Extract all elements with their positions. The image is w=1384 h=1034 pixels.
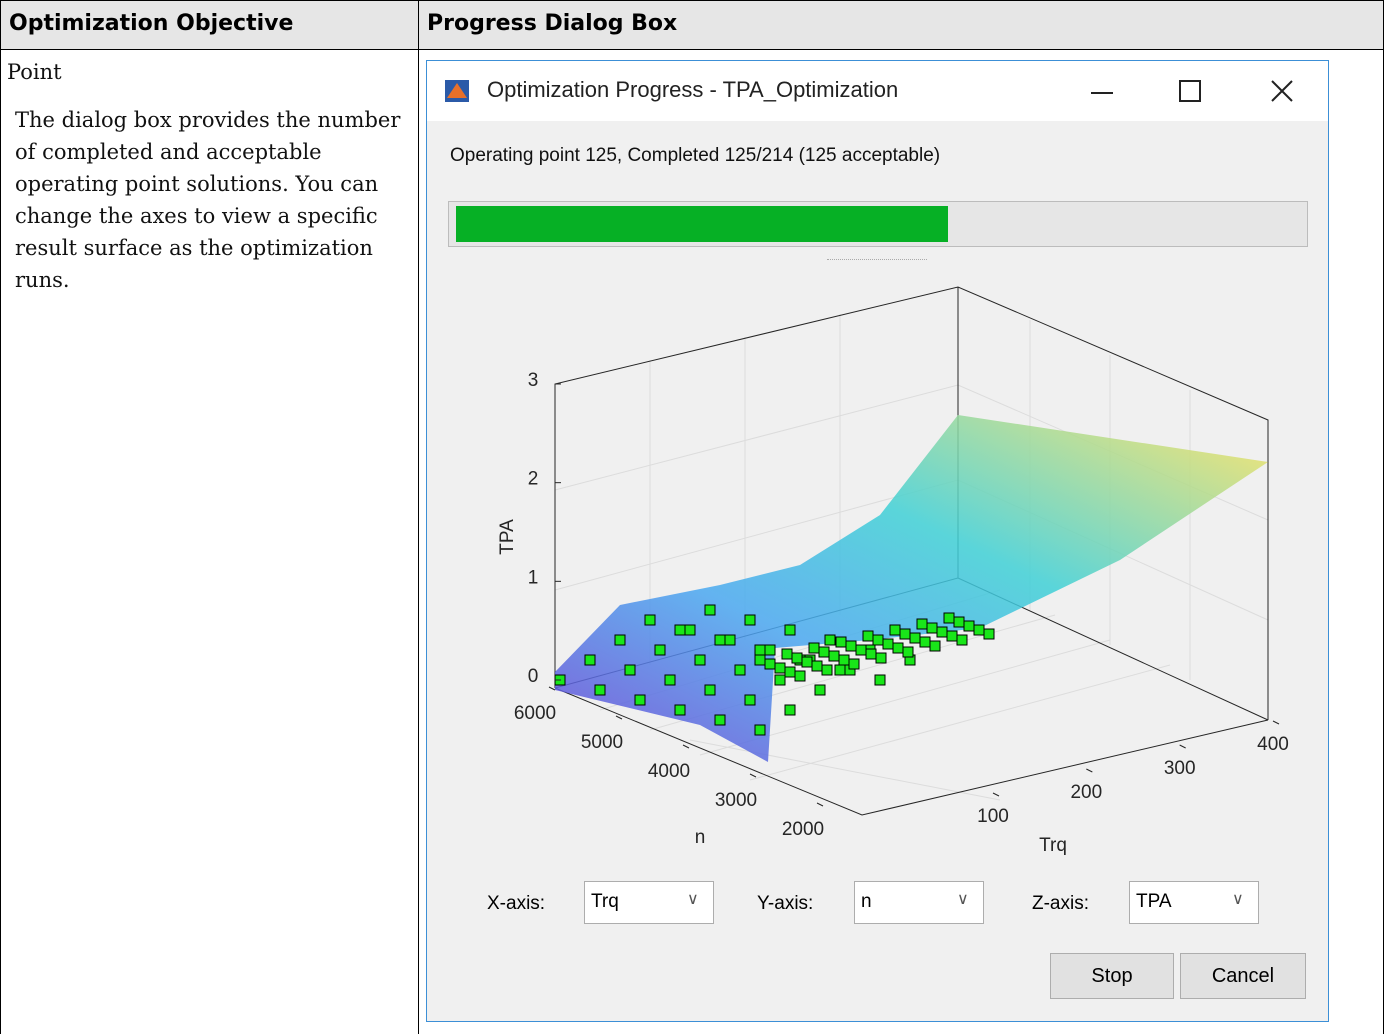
dialog: Optimization Progress - TPA_Optimization…	[426, 60, 1329, 1022]
selector-label: Y-axis:	[757, 893, 814, 914]
objective-title: Point	[7, 60, 62, 84]
dropdown-arrow: ∨	[957, 891, 969, 908]
status-text: Operating point 125, Completed 125/214 (…	[450, 145, 941, 166]
objective-description: The dialog box provides the number of co…	[15, 108, 401, 292]
cancel-button[interactable]: Cancel	[1180, 953, 1306, 999]
title-bar: Optimization Progress - TPA_Optimization	[427, 61, 1328, 121]
cell: Point The dialog box provides the number…	[0, 49, 419, 1034]
selector[interactable]: Trq	[584, 881, 714, 924]
header-cell: Progress Dialog Box	[418, 0, 1384, 50]
app-icon	[445, 80, 469, 102]
window-controls[interactable]	[1087, 75, 1307, 107]
splitter[interactable]	[827, 259, 927, 267]
dropdown-arrow: ∨	[687, 891, 699, 908]
selector[interactable]: TPA	[1129, 881, 1259, 924]
dialog-title: Optimization Progress - TPA_Optimization	[487, 77, 899, 102]
progress-fill	[456, 206, 948, 242]
stop-button[interactable]: Stop	[1050, 953, 1174, 999]
dropdown-arrow: ∨	[1232, 891, 1244, 908]
selector-label: Z-axis:	[1032, 893, 1089, 914]
selector-label: X-axis:	[487, 893, 546, 914]
header-cell: Optimization Objective	[0, 0, 419, 50]
selector[interactable]: n	[854, 881, 984, 924]
progress-bar	[448, 201, 1308, 247]
